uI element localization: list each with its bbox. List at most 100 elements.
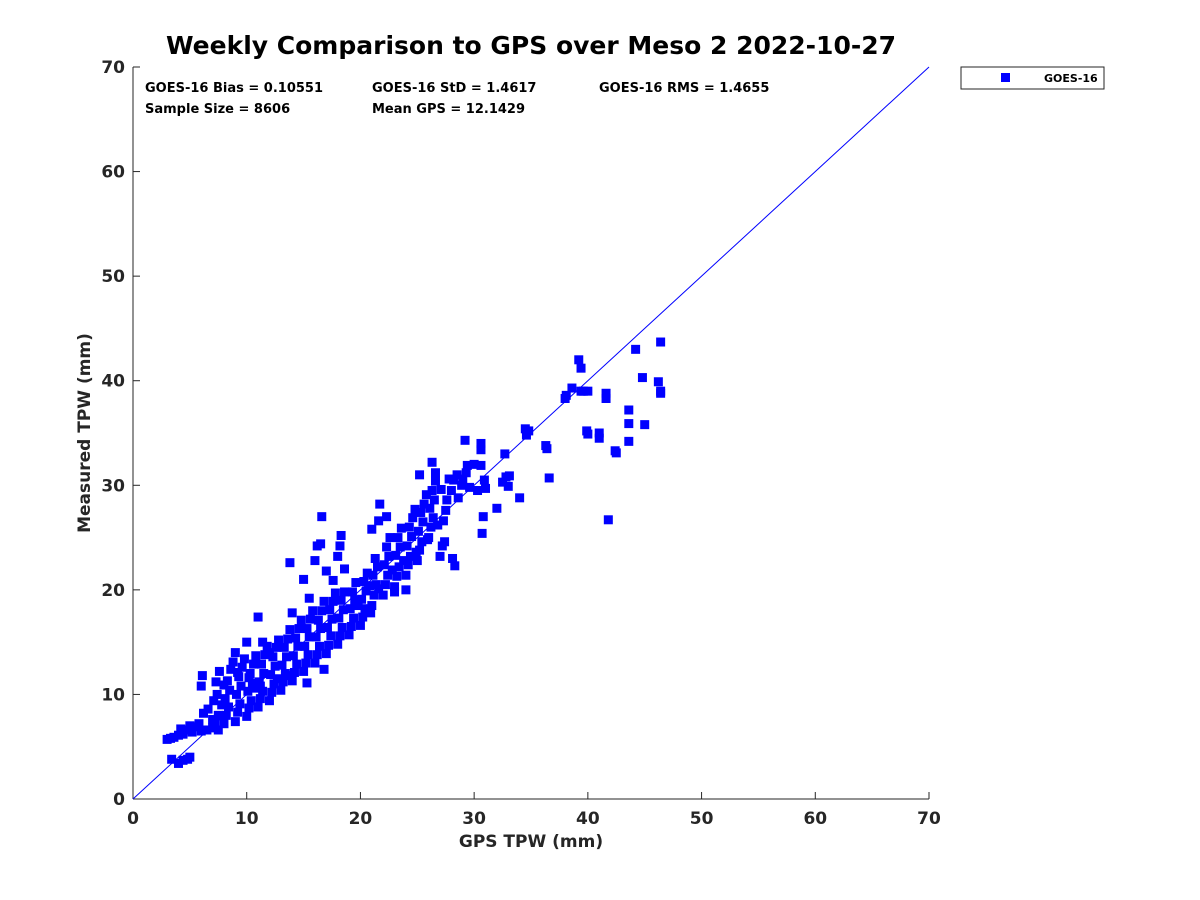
data-point [253,702,263,712]
data-point [173,758,183,768]
y-axis-ticks: 0 10 20 30 40 50 60 70 [101,58,140,810]
data-point [335,631,345,641]
data-point [427,457,437,467]
data-point [452,470,462,480]
data-point [272,674,282,684]
data-point [365,581,375,591]
data-point [441,505,451,515]
data-point [242,711,252,721]
data-point [279,642,289,652]
data-point [656,337,666,347]
data-point [429,495,439,505]
data-point [219,719,229,729]
data-point [276,685,286,695]
data-point [178,729,188,739]
data-point [353,601,363,611]
data-point [349,613,359,623]
data-point [399,556,409,566]
data-point [391,550,401,560]
data-point [416,507,426,517]
data-point [271,642,281,652]
data-point [396,523,406,533]
data-point [460,435,470,445]
data-point [542,444,552,454]
data-point [228,657,238,667]
data-point [202,725,212,735]
data-point [382,512,392,522]
data-point [256,659,266,669]
data-point [408,513,418,523]
data-point [226,664,236,674]
data-point [253,612,263,622]
data-point [360,604,370,614]
data-point [274,635,284,645]
data-point [427,486,437,496]
data-point [289,667,299,677]
data-point [285,558,295,568]
data-point [212,689,222,699]
data-point [317,512,327,522]
data-point [300,641,310,651]
data-point [395,542,405,552]
data-point [390,587,400,597]
data-point [266,670,276,680]
data-point [319,664,329,674]
data-point [476,438,486,448]
data-point [601,388,611,398]
data-point [383,570,393,580]
data-point [544,473,554,483]
data-point [327,614,337,624]
data-point [231,689,241,699]
data-point [442,495,452,505]
data-point [504,471,514,481]
data-point [208,715,218,725]
data-point [430,468,440,478]
x-tick-label: 10 [235,809,259,829]
stat-sample-size: Sample Size = 8606 [145,102,290,117]
data-point [476,460,486,470]
data-point [194,719,204,729]
data-point [567,383,577,393]
data-point [283,634,293,644]
data-point [500,449,510,459]
data-point [351,578,361,588]
data-point [481,483,491,493]
x-tick-label: 30 [462,809,486,829]
data-point [392,571,402,581]
data-point [176,724,186,734]
data-point [436,484,446,494]
data-point [374,584,384,594]
data-point [316,624,326,634]
data-point [378,590,388,600]
data-point [330,588,340,598]
data-point [358,612,368,622]
data-point [169,732,179,742]
data-point [236,681,246,691]
x-tick-label: 70 [917,809,941,829]
data-point [380,580,390,590]
data-point [387,565,397,575]
data-point [419,499,429,509]
data-point [302,678,312,688]
data-point [361,586,371,596]
data-point [637,373,647,383]
x-tick-label: 20 [349,809,373,829]
data-point [262,641,272,651]
data-point [624,405,634,415]
data-point [375,499,385,509]
data-point [317,606,327,616]
data-point [246,696,256,706]
data-point [292,659,302,669]
data-point [479,475,489,485]
data-point [355,620,365,630]
data-point [269,679,279,689]
plot-area: 0 10 20 30 40 50 60 70 0 10 20 30 40 50 60 70 GOES-16 … [101,58,941,829]
data-point [293,641,303,651]
data-point [368,570,378,580]
data-point [260,650,270,660]
data-point [401,570,411,580]
data-point [346,621,356,631]
data-point [438,516,448,526]
data-point [561,390,571,400]
data-point [367,524,377,534]
